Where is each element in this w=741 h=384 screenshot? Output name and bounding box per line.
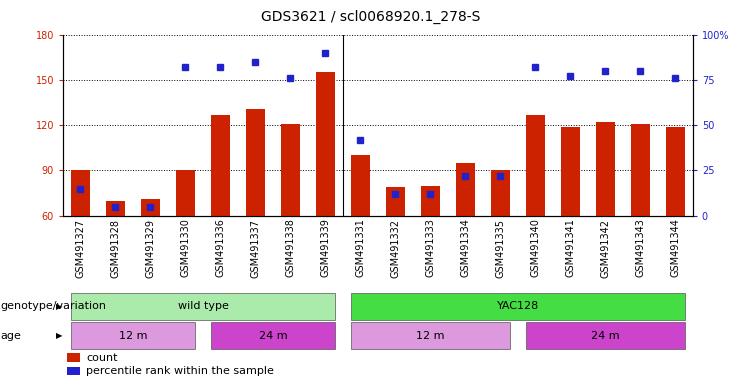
Bar (106, 201, 125, 216)
Bar (176, 170, 195, 216)
Text: age: age (0, 331, 21, 341)
Text: 24 m: 24 m (591, 331, 619, 341)
Text: genotype/variation: genotype/variation (0, 301, 106, 311)
Text: count: count (86, 353, 118, 362)
Text: percentile rank within the sample: percentile rank within the sample (86, 366, 274, 376)
Text: GDS3621 / scl0068920.1_278-S: GDS3621 / scl0068920.1_278-S (261, 10, 480, 24)
Bar (246, 109, 265, 216)
Bar (71, 170, 90, 216)
Text: 24 m: 24 m (259, 331, 288, 341)
Bar (596, 122, 615, 216)
Bar (281, 124, 300, 216)
Text: 12 m: 12 m (119, 331, 147, 341)
Bar (631, 124, 650, 216)
Bar (421, 185, 440, 216)
Text: wild type: wild type (178, 301, 228, 311)
Bar (665, 127, 685, 216)
Bar (456, 163, 475, 216)
Text: 12 m: 12 m (416, 331, 445, 341)
Bar (141, 199, 160, 216)
Bar (316, 72, 335, 216)
Bar (211, 114, 230, 216)
Text: YAC128: YAC128 (496, 301, 539, 311)
Bar (491, 170, 510, 216)
Bar (526, 114, 545, 216)
Text: ▶: ▶ (56, 302, 62, 311)
Bar (350, 156, 370, 216)
Text: ▶: ▶ (56, 331, 62, 340)
Bar (561, 127, 580, 216)
Bar (386, 187, 405, 216)
